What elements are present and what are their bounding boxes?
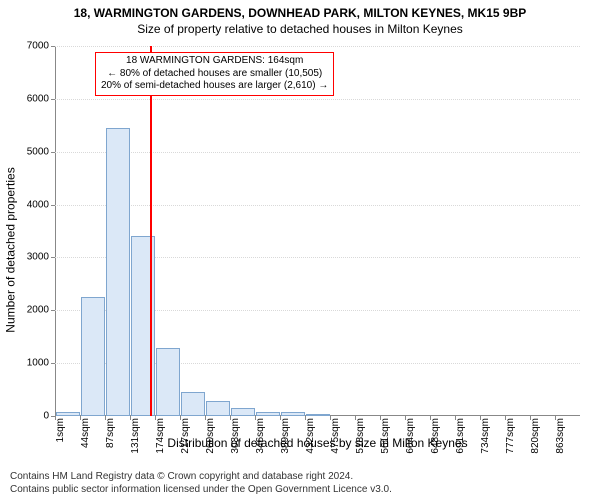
bar: [281, 412, 305, 416]
y-tick: [51, 152, 55, 153]
y-axis: [55, 46, 56, 416]
gridline: [55, 205, 580, 206]
bar: [156, 348, 180, 416]
bar: [106, 128, 130, 416]
annotation-line-2: ← 80% of detached houses are smaller (10…: [101, 68, 328, 81]
y-tick: [51, 46, 55, 47]
footer-line-1: Contains HM Land Registry data © Crown c…: [10, 471, 590, 484]
bar: [306, 414, 330, 416]
y-tick: [51, 310, 55, 311]
page-subtitle: Size of property relative to detached ho…: [0, 20, 600, 36]
annotation-box: 18 WARMINGTON GARDENS: 164sqm← 80% of de…: [95, 52, 334, 96]
bar: [256, 412, 280, 416]
annotation-line-1: 18 WARMINGTON GARDENS: 164sqm: [101, 55, 328, 68]
chart-plot-area: 010002000300040005000600070001sqm44sqm87…: [55, 46, 580, 416]
y-tick-label: 7000: [27, 41, 49, 52]
y-tick-label: 3000: [27, 252, 49, 263]
gridline: [55, 99, 580, 100]
y-tick: [51, 257, 55, 258]
bar: [206, 401, 230, 416]
annotation-line-3: 20% of semi-detached houses are larger (…: [101, 80, 328, 93]
footer-attribution: Contains HM Land Registry data © Crown c…: [10, 471, 590, 496]
bar: [56, 412, 80, 416]
marker-line: [150, 46, 152, 416]
y-axis-label: Number of detached properties: [4, 0, 18, 500]
bar: [231, 408, 255, 416]
y-tick: [51, 99, 55, 100]
y-tick-label: 2000: [27, 305, 49, 316]
y-tick-label: 0: [43, 411, 49, 422]
bar: [81, 297, 105, 416]
y-tick: [51, 205, 55, 206]
gridline: [55, 46, 580, 47]
y-tick-label: 4000: [27, 199, 49, 210]
gridline: [55, 152, 580, 153]
x-axis-label: Distribution of detached houses by size …: [55, 436, 580, 450]
page-title: 18, WARMINGTON GARDENS, DOWNHEAD PARK, M…: [0, 0, 600, 20]
y-tick: [51, 363, 55, 364]
bar: [181, 392, 205, 416]
footer-line-2: Contains public sector information licen…: [10, 484, 590, 497]
y-tick-label: 6000: [27, 93, 49, 104]
y-tick-label: 5000: [27, 146, 49, 157]
y-tick-label: 1000: [27, 358, 49, 369]
